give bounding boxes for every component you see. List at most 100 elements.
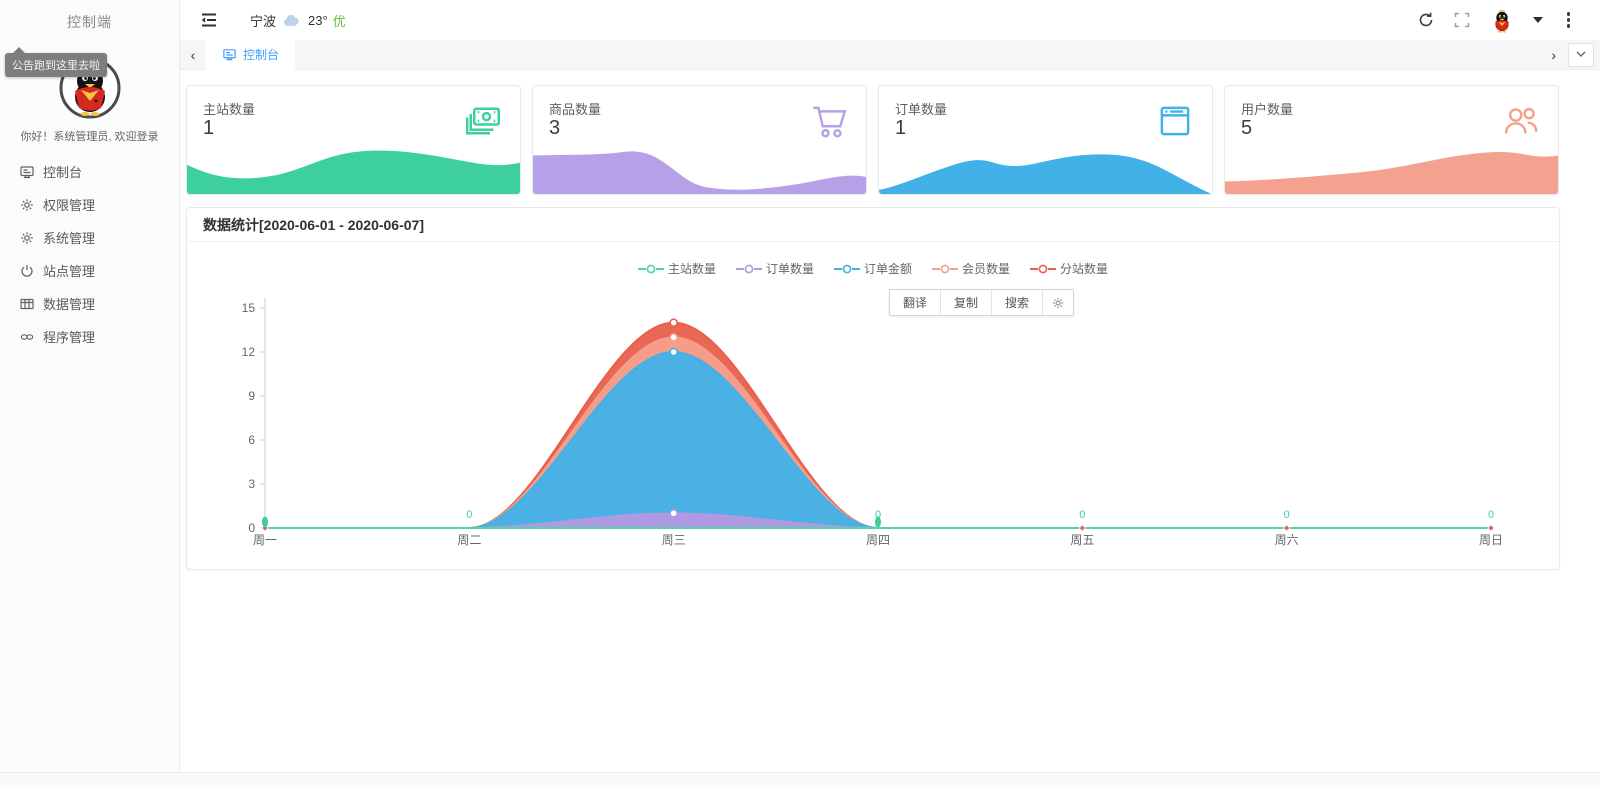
stat-value: 3: [549, 117, 561, 139]
users-icon: [1504, 107, 1538, 134]
zero-diamond-marker: [1078, 524, 1087, 532]
sidebar-item-system[interactable]: 系统管理: [0, 221, 179, 254]
collapse-sidebar-icon[interactable]: [198, 9, 220, 31]
legend-marker-icon: [1030, 264, 1057, 273]
sidebar-item-label: 控制台: [43, 165, 83, 180]
legend-label: 会员数量: [962, 262, 1011, 276]
fullscreen-icon[interactable]: [1453, 11, 1471, 29]
chart-canvas[interactable]: 0 3 6 9 12 15 周一 周二 周三 周四 周五 周六 周日 0 0 0 0 0: [187, 242, 1561, 569]
zero-value-label: 0: [875, 509, 881, 521]
legend-item-main-sites[interactable]: 主站数量: [637, 260, 716, 277]
chart-legend: 主站数量 订单数量 订单金额: [187, 260, 1559, 277]
horizontal-scrollbar[interactable]: [0, 772, 1600, 788]
sidebar-item-console[interactable]: 控制台: [0, 155, 179, 188]
chart-series-area-4: [265, 322, 1491, 528]
topbar-actions: [1417, 7, 1600, 33]
translate-button[interactable]: 翻译: [890, 290, 942, 315]
legend-marker-icon: [637, 264, 664, 273]
copy-button[interactable]: 复制: [941, 290, 993, 315]
x-axis-label: 周五: [1070, 533, 1094, 547]
user-avatar[interactable]: [1489, 7, 1515, 33]
app-title: 控制端: [67, 14, 112, 30]
stat-sparkline: [533, 151, 866, 194]
weather-temperature: 23°: [308, 12, 328, 28]
chart-series-line-4: [264, 321, 1491, 530]
sidebar-item-data[interactable]: 数据管理: [0, 287, 179, 320]
sidebar-item-programs[interactable]: 程序管理: [0, 320, 179, 353]
banknote-icon: [466, 107, 500, 135]
sidebar-item-label: 系统管理: [43, 231, 96, 246]
stat-label: 用户数量: [1241, 102, 1294, 117]
legend-label: 订单金额: [863, 262, 912, 276]
legend-item-members[interactable]: 会员数量: [932, 260, 1010, 277]
chart-point-marker: [669, 347, 678, 357]
chart-point-marker: [669, 509, 678, 518]
legend-label: 主站数量: [667, 262, 716, 276]
sidebar-item-label: 权限管理: [43, 198, 96, 213]
legend-item-order-count[interactable]: 订单数量: [735, 260, 814, 277]
tabs-scroll-right-icon[interactable]: ›: [1551, 46, 1556, 63]
stat-card-products: 商品数量 3: [532, 85, 867, 195]
gear-icon: [21, 198, 33, 211]
stat-label: 订单数量: [895, 102, 948, 117]
legend-item-sub-sites[interactable]: 分站数量: [1030, 260, 1108, 277]
search-button[interactable]: 搜索: [992, 290, 1044, 315]
stat-label: 商品数量: [549, 102, 602, 117]
legend-label: 分站数量: [1060, 262, 1109, 276]
y-axis-label: 0: [248, 521, 255, 535]
tabs-scroll-left-icon[interactable]: ‹: [190, 46, 196, 63]
zero-value-label: 0: [1079, 509, 1085, 521]
legend-item-order-amount[interactable]: 订单金额: [833, 260, 912, 277]
zero-pin-marker: [262, 516, 268, 528]
chart-series-area-1: [265, 513, 1491, 528]
legend-marker-icon: [735, 264, 762, 273]
tabbar: ‹ 控制台 ›: [180, 39, 1600, 70]
sidebar-menu: 控制台 权限管理 系统管理 站点管理: [0, 155, 179, 353]
zero-diamond-marker: [1487, 524, 1495, 532]
sidebar-item-label: 数据管理: [43, 297, 96, 312]
refresh-icon[interactable]: [1417, 11, 1435, 29]
chart-body: 主站数量 订单数量 订单金额: [187, 242, 1559, 569]
chart-point-marker: [669, 333, 678, 342]
tabs-dropdown-button[interactable]: [1568, 42, 1594, 67]
sidebar-item-sites[interactable]: 站点管理: [0, 254, 179, 287]
window-icon: [1160, 106, 1190, 136]
kebab-menu-icon[interactable]: [1561, 10, 1577, 30]
statistics-panel: 数据统计[2020-06-01 - 2020-06-07] 主站数量: [186, 207, 1560, 570]
tab-console[interactable]: 控制台: [206, 39, 296, 70]
chart-point-marker: [669, 318, 678, 327]
sidebar: 控制端 公告跑到这里去啦 你好！系统管理员, 欢迎登录: [0, 0, 180, 772]
power-icon: [21, 264, 33, 277]
chevron-down-icon: [1576, 51, 1586, 57]
caret-down-icon[interactable]: [1532, 16, 1543, 28]
x-axis-label: 周六: [1275, 533, 1299, 547]
statistics-title: 数据统计[2020-06-01 - 2020-06-07]: [203, 216, 424, 233]
tab-label: 控制台: [243, 48, 280, 62]
sidebar-item-permissions[interactable]: 权限管理: [0, 188, 179, 221]
tabbar-right-controls: ›: [1545, 42, 1600, 67]
welcome-text: 你好！系统管理员, 欢迎登录: [20, 131, 159, 143]
sidebar-item-label: 程序管理: [43, 330, 96, 345]
stat-label: 主站数量: [203, 102, 256, 117]
table-icon: [20, 298, 34, 309]
stat-card-orders: 订单数量 1: [878, 85, 1213, 195]
weather-widget: 宁波 23° 优: [250, 11, 346, 30]
stat-sparkline: [187, 150, 520, 194]
cart-icon: [813, 106, 847, 138]
stat-value: 1: [203, 117, 215, 139]
announcement-tooltip: 公告跑到这里去啦: [5, 47, 107, 77]
legend-label: 订单数量: [765, 262, 814, 276]
toolbar-settings-button[interactable]: [1043, 290, 1074, 315]
gear-icon: [1052, 297, 1064, 308]
y-axis-label: 15: [242, 301, 256, 315]
weather-air-quality: 优: [332, 13, 346, 29]
chart-series-line-3: [264, 336, 1491, 530]
main-content: 主站数量 1 商品数量 3: [180, 70, 1600, 772]
cloud-icon: [283, 14, 299, 26]
legend-marker-icon: [833, 264, 860, 273]
x-axis-label: 周二: [457, 533, 481, 547]
x-axis-label: 周日: [1479, 533, 1503, 547]
zero-diamond-marker: [1282, 524, 1291, 532]
qq-penguin-mini-icon: [1494, 8, 1509, 33]
